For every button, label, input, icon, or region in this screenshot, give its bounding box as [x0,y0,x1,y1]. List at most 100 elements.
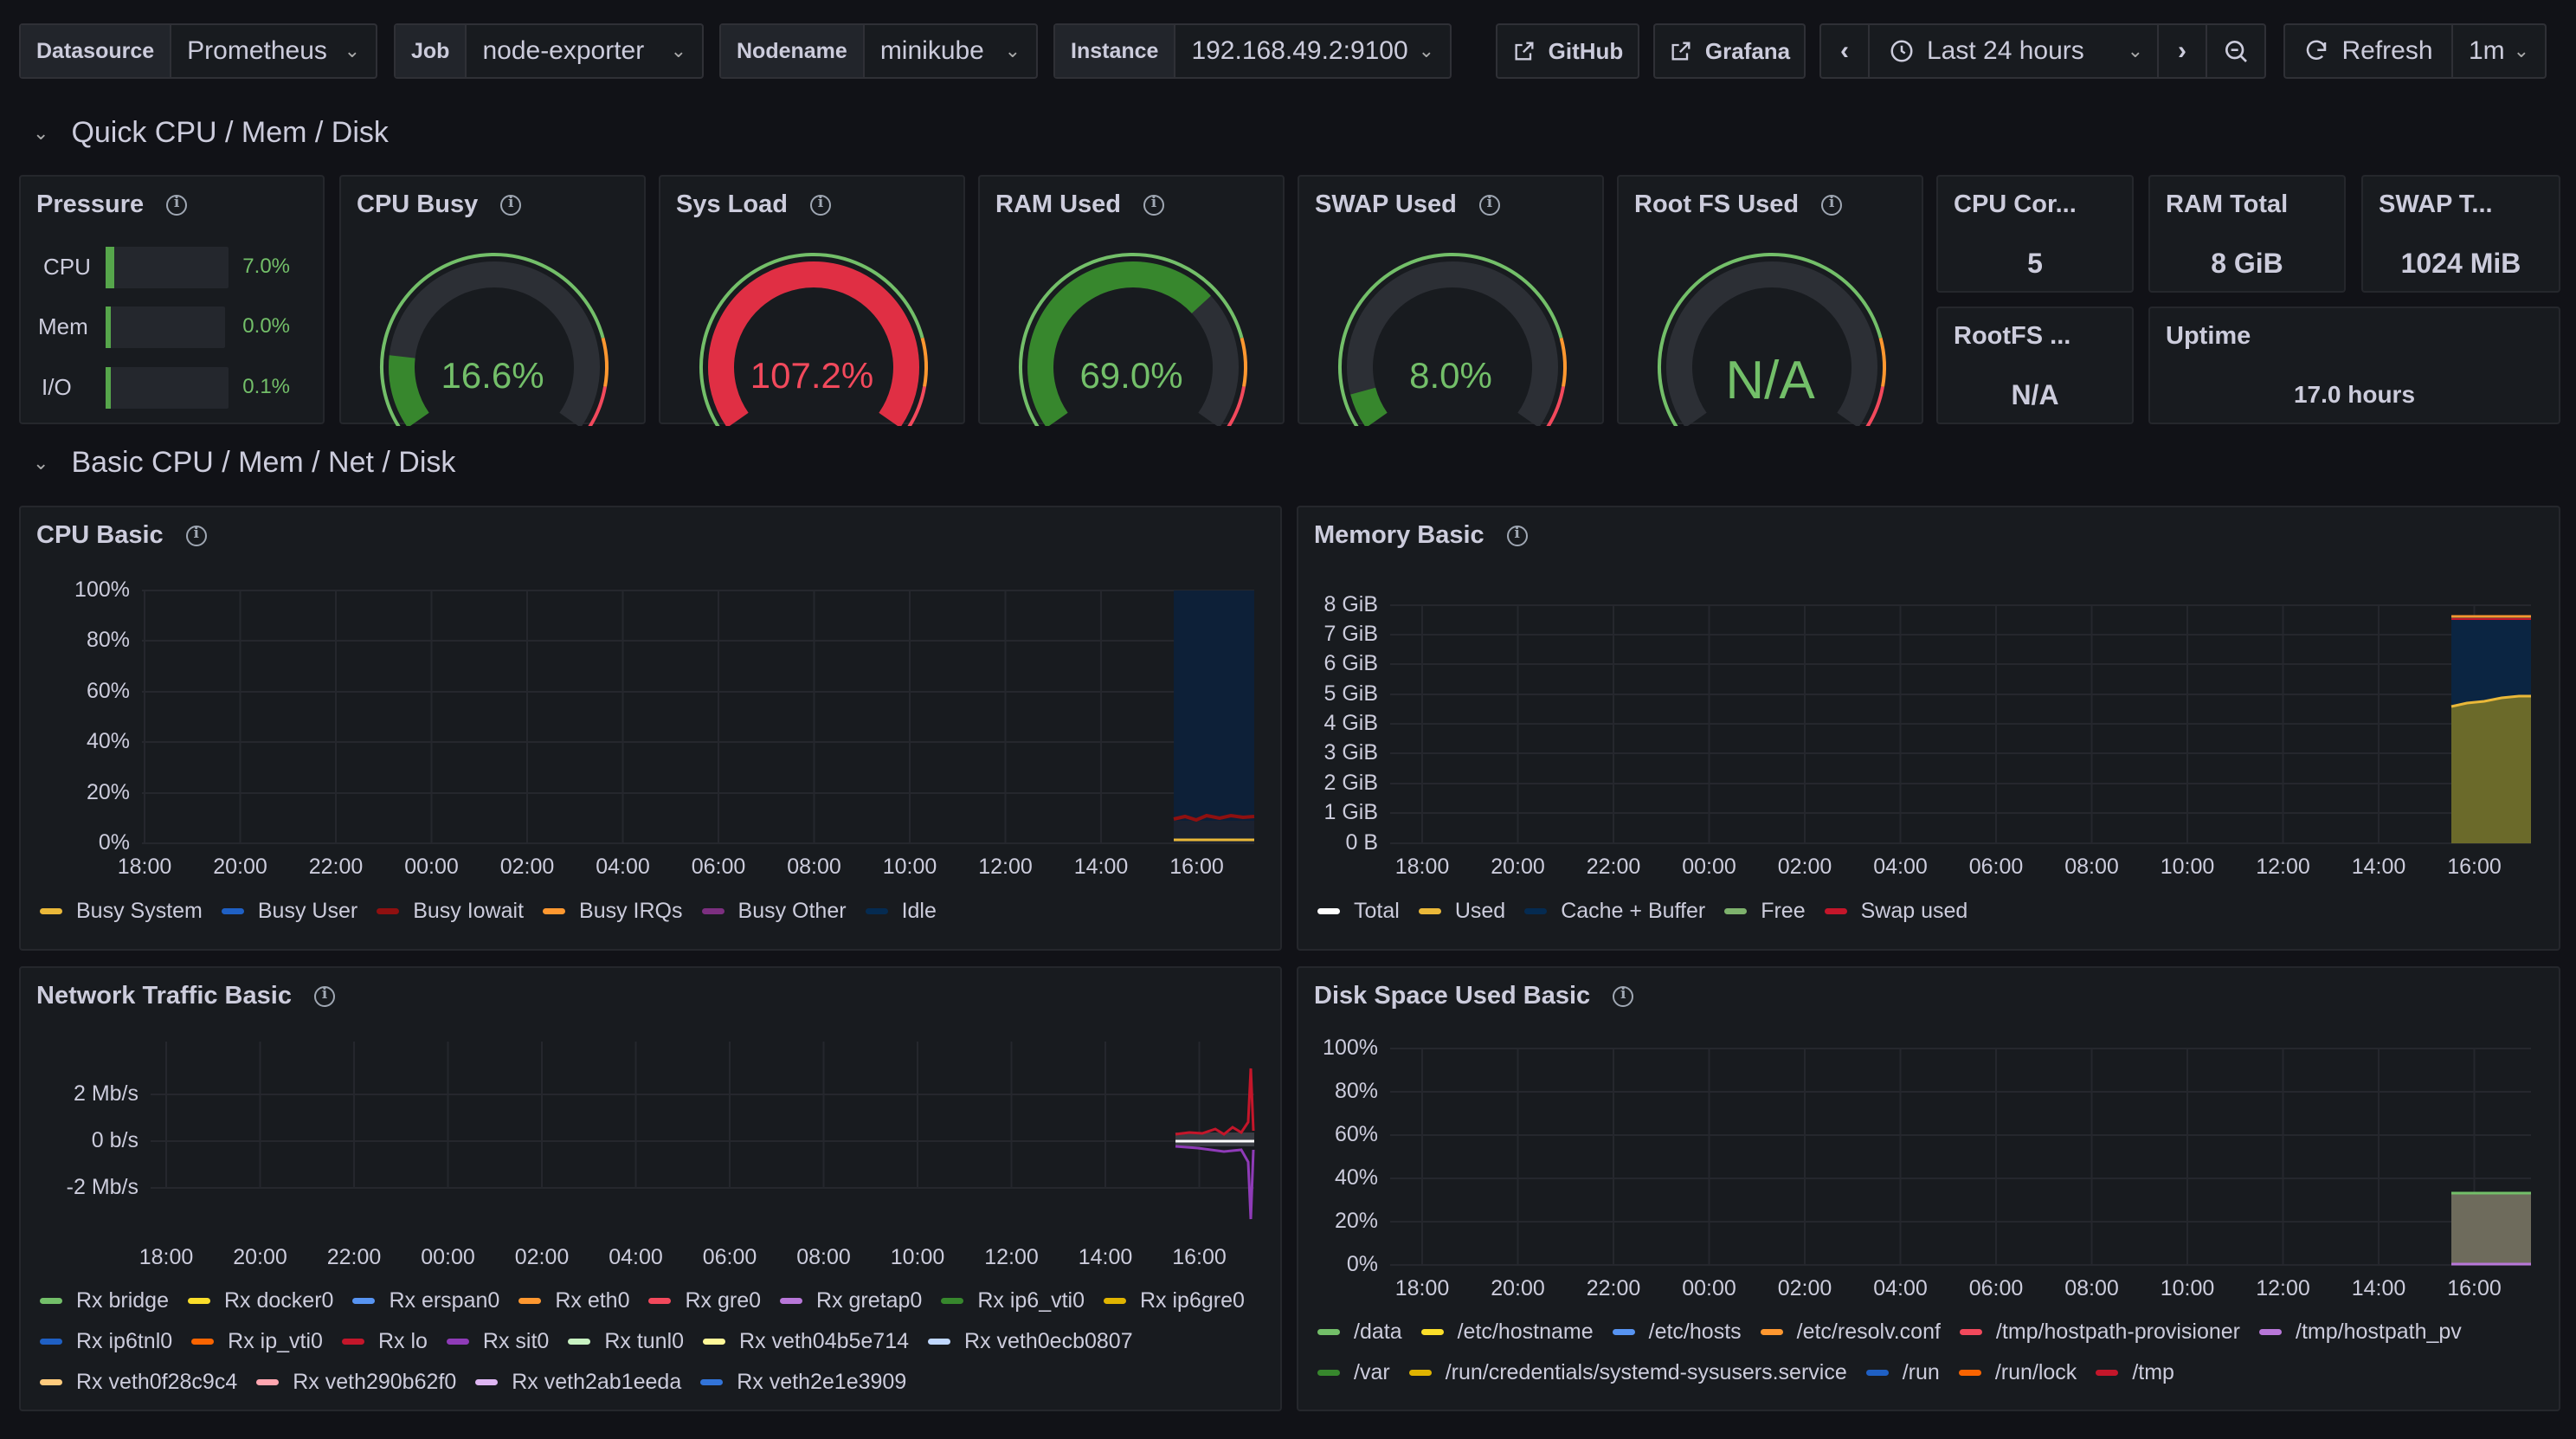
legend-item[interactable]: /var [1317,1360,1390,1385]
time-shift-forward-button[interactable]: › [2157,23,2207,79]
info-icon[interactable] [1821,194,1843,216]
legend-item[interactable]: Used [1418,899,1505,924]
legend-item[interactable]: Busy Other [701,899,847,924]
legend-swatch [1418,908,1441,914]
legend-item[interactable]: Swap used [1824,899,1967,924]
legend-swatch [1865,1370,1889,1376]
legend-item[interactable]: Rx ip_vti0 [191,1329,323,1354]
legend-item[interactable]: Rx gre0 [648,1288,761,1313]
legend-item[interactable]: /data [1317,1320,1402,1345]
legend-item[interactable]: Busy User [221,899,357,924]
memory-used-line [2450,694,2531,708]
cpu-basic-panel: CPU Basic 100% 80% 60% 40% 20% 0%18:00 20:00 22… [19,506,1282,951]
x-tick-label: 20:00 [1491,1276,1545,1300]
legend-item[interactable]: Rx bridge [40,1288,169,1313]
legend-item[interactable]: /run/credentials/systemd-sysusers.servic… [1408,1360,1847,1385]
instance-picker[interactable]: Instance 192.168.49.2:9100 ⌄ [1053,23,1452,79]
refresh-button[interactable]: Refresh [2283,23,2453,79]
legend-label: /run [1902,1360,1940,1384]
legend-item[interactable]: Rx sit0 [446,1329,549,1354]
legend-label: /run/credentials/systemd-sysusers.servic… [1445,1360,1847,1384]
legend-item[interactable]: /tmp [2096,1360,2174,1385]
legend-item[interactable]: Free [1724,899,1806,924]
row-basic-toggle[interactable]: ⌄ Basic CPU / Mem / Net / Disk [33,446,455,480]
legend-item[interactable]: /etc/hostname [1420,1320,1594,1345]
x-tick-label: 14:00 [1078,1245,1133,1269]
legend-item[interactable]: /etc/hosts [1612,1320,1742,1345]
info-icon[interactable] [1613,985,1634,1007]
pressure-io-label: I/O [42,374,72,400]
cpu-basic-title: CPU Basic [36,521,207,550]
legend-item[interactable]: Rx erspan0 [352,1288,499,1313]
refresh-interval-picker[interactable]: 1m ⌄ [2451,23,2547,79]
legend-item[interactable]: Rx tunl0 [568,1329,684,1354]
legend-item[interactable]: Rx ip6gre0 [1104,1288,1245,1313]
legend-item[interactable]: Total [1317,899,1400,924]
nodename-picker[interactable]: Nodename minikube ⌄ [719,23,1038,79]
legend-item[interactable]: /run [1865,1360,1940,1385]
x-tick-label: 16:00 [1169,855,1224,879]
gauge-track [389,261,600,426]
graph-legend: Rx bridge Rx docker0 Rx erspan0 Rx eth0 Rx g… [40,1288,1265,1395]
legend-item[interactable]: Rx veth0f28c9c4 [40,1370,237,1395]
legend-swatch [701,908,724,914]
info-icon[interactable] [500,194,522,216]
legend-swatch [191,1339,215,1345]
time-range-picker[interactable]: Last 24 hours ⌄ [1868,23,2159,79]
legend-item[interactable]: Rx veth2e1e3909 [700,1370,906,1395]
info-icon[interactable] [166,194,188,216]
legend-item[interactable]: /run/lock [1958,1360,2077,1385]
datasource-picker[interactable]: Datasource Prometheus ⌄ [19,23,377,79]
gauge-panel: Sys Load 107.2% [659,175,965,426]
legend-item[interactable]: Rx eth0 [518,1288,629,1313]
rootfs-total-value: N/A [2011,379,2059,410]
y-tick-label: 80% [1334,1079,1378,1103]
legend-item[interactable]: Busy IRQs [543,899,683,924]
graph-canvas[interactable] [21,968,1280,1410]
legend-item[interactable]: Rx docker0 [188,1288,333,1313]
pressure-title: Pressure [36,190,145,218]
legend-item[interactable]: Rx lo [341,1329,428,1354]
info-icon[interactable] [1506,525,1528,546]
legend-label: Rx lo [377,1329,428,1353]
graph-canvas[interactable] [1298,507,2559,949]
zoom-out-button[interactable] [2206,23,2266,79]
legend-item[interactable]: /etc/resolv.conf [1760,1320,1941,1345]
legend-item[interactable]: Idle [865,899,937,924]
legend-item[interactable]: Cache + Buffer [1524,899,1705,924]
legend-item[interactable]: Rx veth0ecb0807 [928,1329,1133,1354]
legend-label: Rx veth2e1e3909 [737,1370,907,1394]
info-icon[interactable] [1478,194,1500,216]
chevron-down-icon: ⌄ [670,40,686,61]
x-tick-label: 14:00 [2351,1276,2406,1300]
legend-item[interactable]: Rx veth04b5e714 [703,1329,909,1354]
legend-item[interactable]: Busy Iowait [377,899,524,924]
gauge-value-arc [708,261,919,426]
uptime-value: 17.0 hours [2293,381,2416,408]
grafana-link[interactable]: Grafana [1653,23,1806,79]
legend-swatch [1408,1370,1432,1376]
x-tick-label: 06:00 [691,855,746,879]
pressure-mem-bar [106,307,225,348]
legend-item[interactable]: /tmp/hostpath-provisioner [1959,1320,2240,1345]
legend-item[interactable]: Rx veth2ab1eeda [475,1370,681,1395]
legend-item[interactable]: Rx gretap0 [780,1288,922,1313]
job-picker[interactable]: Job node-exporter ⌄ [394,23,704,79]
time-shift-back-button[interactable]: ‹ [1819,23,1870,79]
info-icon[interactable] [185,525,207,546]
legend-item[interactable]: Rx ip6tnl0 [40,1329,172,1354]
legend-item[interactable]: /tmp/hostpath_pv [2259,1320,2462,1345]
x-tick-label: 18:00 [1394,855,1450,879]
github-link[interactable]: GitHub [1496,23,1639,79]
info-icon[interactable] [1143,194,1165,216]
info-icon[interactable] [809,194,831,216]
graph-canvas[interactable] [1298,968,2559,1410]
legend-item[interactable]: Rx veth290b62f0 [256,1370,456,1395]
gauge-arc [380,253,609,426]
x-tick-label: 18:00 [138,1245,194,1269]
graph-canvas[interactable] [21,507,1280,949]
info-icon[interactable] [313,985,335,1007]
legend-item[interactable]: Busy System [40,899,203,924]
row-quick-toggle[interactable]: ⌄ Quick CPU / Mem / Disk [33,116,389,150]
legend-item[interactable]: Rx ip6_vti0 [941,1288,1085,1313]
